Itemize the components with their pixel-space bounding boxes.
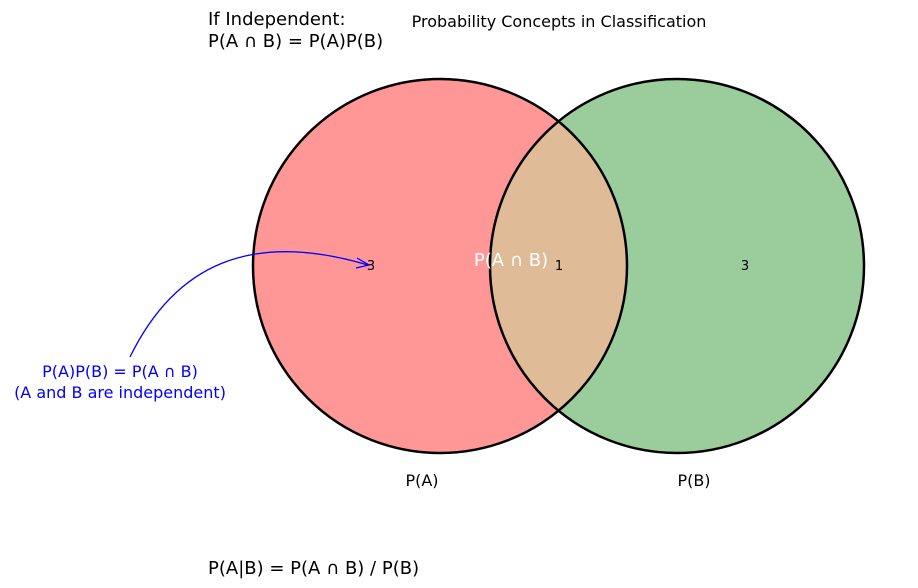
set-a-count: 3 xyxy=(367,259,375,274)
set-a-label: P(A) xyxy=(405,471,438,490)
set-b-outline xyxy=(488,77,866,455)
annotation-line1: P(A)P(B) = P(A ∩ B) xyxy=(42,362,198,381)
set-b-count: 3 xyxy=(741,259,749,274)
annotation-arrow xyxy=(129,251,369,358)
set-b-label: P(B) xyxy=(677,471,710,490)
intersection-count: 1 xyxy=(555,259,563,274)
conditional-probability-formula: P(A|B) = P(A ∩ B) / P(B) xyxy=(208,558,419,579)
independence-note-line2: P(A ∩ B) = P(A)P(B) xyxy=(208,31,383,52)
set-a-outline xyxy=(251,77,629,455)
intersection-region xyxy=(490,79,627,453)
independence-note-line1: If Independent: xyxy=(208,9,346,30)
annotation-arrow-head-icon xyxy=(355,257,371,269)
chart-title: Probability Concepts in Classification xyxy=(412,12,707,31)
annotation-line2: (A and B are independent) xyxy=(14,383,226,402)
intersection-label: P(A ∩ B) xyxy=(474,250,548,271)
